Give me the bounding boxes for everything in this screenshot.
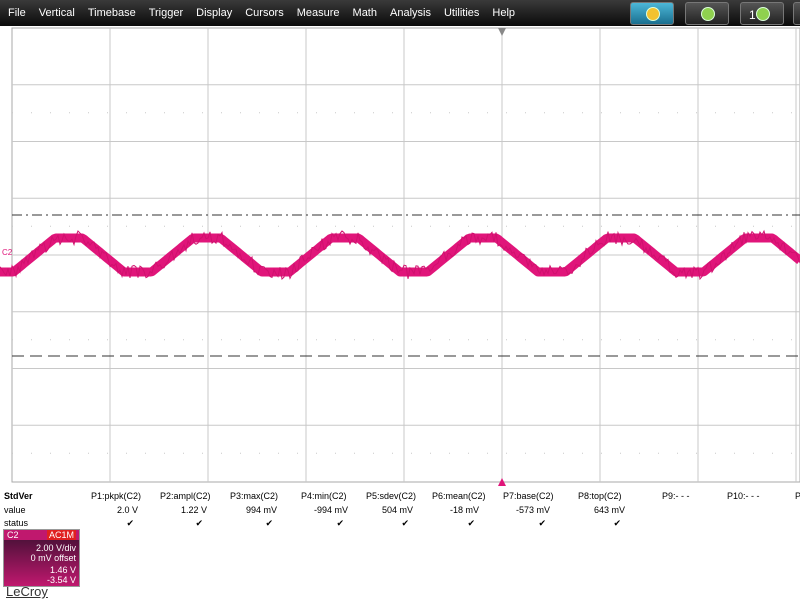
scope-grid: C2 [0,26,800,490]
measurement-value: -994 mV [314,505,348,515]
column-header[interactable]: P8:top(C2) [578,491,622,501]
channel-readout: -3.54 V [47,575,76,585]
status-check: ✔ [401,518,409,529]
column-header[interactable]: P4:min(C2) [301,491,347,501]
menu-item[interactable]: Vertical [39,7,75,19]
column-header[interactable]: P3:max(C2) [230,491,278,501]
channel-scale: 2.00 V/div [36,543,76,553]
column-header[interactable]: P5:sdev(C2) [366,491,416,501]
row-label: StdVer [4,491,33,501]
column-header[interactable]: P7:base(C2) [503,491,554,501]
menu-item[interactable]: Help [492,7,515,19]
toolbar-number: 1 [749,8,756,22]
measurement-value: 2.0 V [117,505,138,515]
channel-offset: 0 mV offset [31,553,76,563]
toolbar-button[interactable] [793,2,800,25]
measurement-value: -573 mV [516,505,550,515]
row-label: status [4,518,28,528]
channel-descriptor[interactable]: C2 AC1M 2.00 V/div 0 mV offset 1.46 V -3… [3,529,80,587]
menu-bar: 1 File Vertical Timebase Trigger Display Curs… [0,0,800,26]
toolbar-button[interactable]: 1 [740,2,784,25]
measurement-value: 643 mV [594,505,625,515]
column-header[interactable]: P9:- - - [662,491,690,501]
channel-name: C2 [7,530,19,540]
column-header[interactable]: P2:ampl(C2) [160,491,211,501]
status-check: ✔ [336,518,344,529]
menu-item[interactable]: Display [196,7,232,19]
column-header[interactable]: P1:pkpk(C2) [91,491,141,501]
trace-label: C2 [2,248,13,257]
menu-item[interactable]: Cursors [245,7,284,19]
channel-readout: 1.46 V [50,565,76,575]
menu-item[interactable]: Trigger [149,7,183,19]
menu-item[interactable]: File [8,7,26,19]
brand: LeCroy [6,584,48,599]
status-check: ✔ [126,518,134,529]
column-header[interactable]: P [795,491,800,501]
measurement-value: 504 mV [382,505,413,515]
measurement-value: 1.22 V [181,505,207,515]
menu-item[interactable]: Measure [297,7,340,19]
channel-coupling: AC1M [47,530,76,540]
menu-item[interactable]: Timebase [88,7,136,19]
toolbar-button[interactable] [630,2,674,25]
menu-item[interactable]: Utilities [444,7,479,19]
column-header[interactable]: P10:- - - [727,491,760,501]
menu-item[interactable]: Math [353,7,377,19]
status-check: ✔ [195,518,203,529]
measurement-value: 994 mV [246,505,277,515]
status-check: ✔ [467,518,475,529]
status-check: ✔ [265,518,273,529]
measurement-value: -18 mV [450,505,479,515]
toolbar-button[interactable] [685,2,729,25]
status-check: ✔ [538,518,546,529]
column-header[interactable]: P6:mean(C2) [432,491,486,501]
status-check: ✔ [613,518,621,529]
row-label: value [4,505,26,515]
menu-item[interactable]: Analysis [390,7,431,19]
